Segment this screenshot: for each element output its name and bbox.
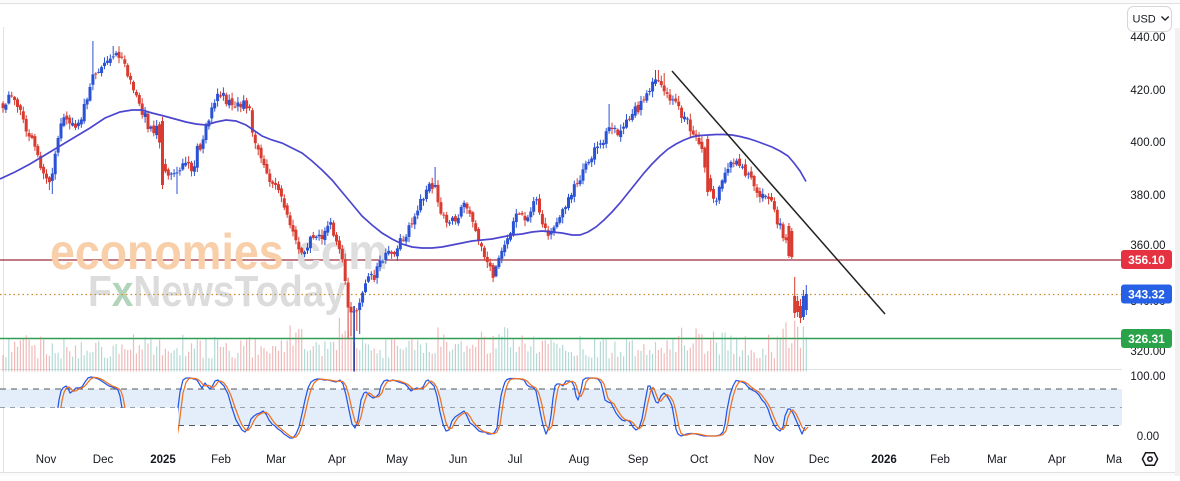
- svg-text:Apr: Apr: [1048, 454, 1066, 466]
- svg-text:Nov: Nov: [754, 454, 775, 466]
- svg-text:Aug: Aug: [569, 454, 589, 466]
- svg-text:Jul: Jul: [508, 454, 523, 466]
- svg-text:400.00: 400.00: [1130, 137, 1165, 149]
- svg-text:Apr: Apr: [328, 454, 346, 466]
- svg-text:0.00: 0.00: [1137, 431, 1159, 443]
- svg-text:440.00: 440.00: [1130, 32, 1165, 44]
- svg-text:Dec: Dec: [809, 454, 830, 466]
- svg-text:Nov: Nov: [36, 454, 57, 466]
- svg-text:420.00: 420.00: [1130, 85, 1165, 97]
- svg-text:USD: USD: [1133, 14, 1156, 26]
- svg-text:Sep: Sep: [628, 454, 648, 466]
- svg-text:343.32: 343.32: [1128, 288, 1165, 302]
- svg-text:Dec: Dec: [93, 454, 114, 466]
- svg-text:FxNewsToday: FxNewsToday: [88, 267, 346, 316]
- svg-text:380.00: 380.00: [1130, 190, 1165, 202]
- svg-text:326.31: 326.31: [1128, 332, 1165, 346]
- svg-text:100.00: 100.00: [1130, 371, 1165, 383]
- svg-text:Mar: Mar: [987, 454, 1007, 466]
- svg-text:Oct: Oct: [690, 454, 709, 466]
- svg-text:2026: 2026: [871, 454, 897, 466]
- svg-text:2025: 2025: [150, 454, 176, 466]
- svg-text:Mar: Mar: [266, 454, 286, 466]
- svg-text:economies.com: economies.com: [50, 224, 388, 280]
- svg-text:356.10: 356.10: [1128, 253, 1165, 267]
- svg-text:Jun: Jun: [449, 454, 468, 466]
- svg-text:320.00: 320.00: [1130, 346, 1165, 358]
- svg-text:Feb: Feb: [211, 454, 231, 466]
- svg-text:Feb: Feb: [930, 454, 950, 466]
- svg-text:Ma: Ma: [1106, 454, 1123, 466]
- svg-text:360.00: 360.00: [1130, 240, 1165, 252]
- svg-text:May: May: [386, 454, 408, 466]
